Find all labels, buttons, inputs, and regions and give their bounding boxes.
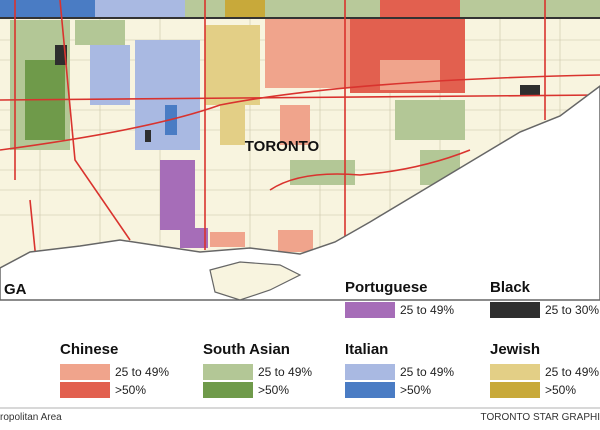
legend-swatch [490,302,540,318]
legend-group: South Asian [203,341,290,358]
legend-label: 25 to 30% [545,303,599,317]
legend-swatch [345,364,395,380]
legend-swatch [345,302,395,318]
legend-swatch [345,382,395,398]
legend-label: >50% [258,383,289,397]
legend-swatch [203,382,253,398]
legend-swatch [490,382,540,398]
footer-left: ropolitan Area [0,412,62,423]
legend-swatch [203,364,253,380]
legend-label: 25 to 49% [258,365,312,379]
legend: Portuguese 25 to 49% Black 25 to 30% Chinese… [60,279,599,398]
legend-label: >50% [115,383,146,397]
city-label: TORONTO [245,138,320,155]
legend-swatch [490,364,540,380]
legend-group: Italian [345,341,388,358]
edge-label: GA [4,281,27,298]
roads [0,0,600,301]
legend-group: Black [490,279,531,296]
legend-label: >50% [545,383,576,397]
footer-right: TORONTO STAR GRAPHI [481,412,600,423]
legend-swatch [60,364,110,380]
lake [0,85,600,301]
neighbourhood-shading [0,0,600,252]
legend-label: 25 to 49% [115,365,169,379]
legend-group: Portuguese [345,279,428,296]
legend-label: 25 to 49% [545,365,599,379]
legend-swatch [60,382,110,398]
islands [209,261,302,301]
legend-label: >50% [400,383,431,397]
legend-group: Jewish [490,341,540,358]
legend-group: Chinese [60,341,118,358]
legend-label: 25 to 49% [400,303,454,317]
legend-label: 25 to 49% [400,365,454,379]
